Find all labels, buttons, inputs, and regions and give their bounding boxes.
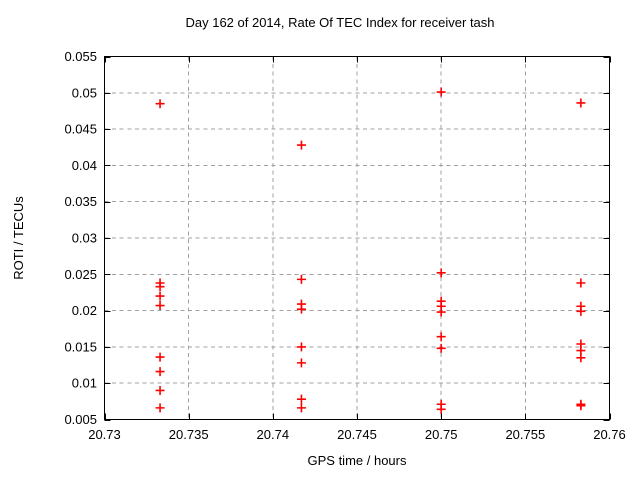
y-tick-label: 0.055 bbox=[64, 49, 97, 64]
x-tick-label: 20.73 bbox=[88, 427, 121, 442]
y-tick-label: 0.02 bbox=[72, 303, 97, 318]
data-point-marker bbox=[296, 358, 306, 368]
x-tick-label: 20.745 bbox=[337, 427, 377, 442]
y-tick-label: 0.045 bbox=[64, 122, 97, 137]
data-point-marker bbox=[296, 394, 306, 404]
data-point-marker bbox=[576, 401, 586, 411]
data-point-marker bbox=[296, 140, 306, 150]
data-point-marker bbox=[296, 403, 306, 413]
data-point-marker bbox=[296, 274, 306, 284]
x-tick-labels: 20.73 20.735 20.74 20.745 20.75 20.755 20.76 bbox=[88, 427, 626, 442]
axis-ticks bbox=[104, 56, 611, 421]
data-point-marker bbox=[155, 352, 165, 362]
y-tick-label: 0.025 bbox=[64, 267, 97, 282]
data-point-marker bbox=[155, 291, 165, 301]
data-point-marker bbox=[155, 367, 165, 377]
grid-lines bbox=[104, 56, 610, 420]
data-point-marker bbox=[155, 385, 165, 395]
data-point-marker bbox=[576, 278, 586, 288]
chart-title: Day 162 of 2014, Rate Of TEC Index for r… bbox=[185, 15, 494, 30]
y-tick-label: 0.005 bbox=[64, 412, 97, 427]
data-point-marker bbox=[576, 98, 586, 108]
y-tick-label: 0.03 bbox=[72, 231, 97, 246]
data-point-marker bbox=[155, 99, 165, 109]
data-point-marker bbox=[436, 343, 446, 353]
x-tick-label: 20.755 bbox=[505, 427, 545, 442]
data-point-marker bbox=[436, 307, 446, 317]
data-point-marker bbox=[296, 304, 306, 314]
y-tick-label: 0.035 bbox=[64, 194, 97, 209]
y-tick-label: 0.015 bbox=[64, 339, 97, 354]
x-tick-label: 20.735 bbox=[169, 427, 209, 442]
data-point-marker bbox=[155, 282, 165, 292]
data-point-marker bbox=[436, 332, 446, 342]
data-points bbox=[155, 87, 586, 414]
y-tick-label: 0.04 bbox=[72, 158, 97, 173]
data-point-marker bbox=[436, 87, 446, 97]
x-tick-label: 20.74 bbox=[257, 427, 290, 442]
y-tick-label: 0.05 bbox=[72, 85, 97, 100]
x-tick-label: 20.76 bbox=[593, 427, 626, 442]
data-point-marker bbox=[576, 353, 586, 363]
x-axis-label: GPS time / hours bbox=[308, 453, 407, 468]
y-axis-label: ROTI / TECUs bbox=[11, 196, 26, 280]
x-tick-label: 20.75 bbox=[425, 427, 458, 442]
data-point-marker bbox=[296, 342, 306, 352]
data-point-marker bbox=[155, 301, 165, 311]
y-tick-label: 0.01 bbox=[72, 376, 97, 391]
data-point-marker bbox=[436, 404, 446, 414]
data-point-marker bbox=[155, 403, 165, 413]
data-point-marker bbox=[576, 306, 586, 316]
y-tick-labels: 0.005 0.01 0.015 0.02 0.025 0.03 0.035 0.04 0.04… bbox=[64, 49, 97, 427]
data-point-marker bbox=[436, 268, 446, 278]
